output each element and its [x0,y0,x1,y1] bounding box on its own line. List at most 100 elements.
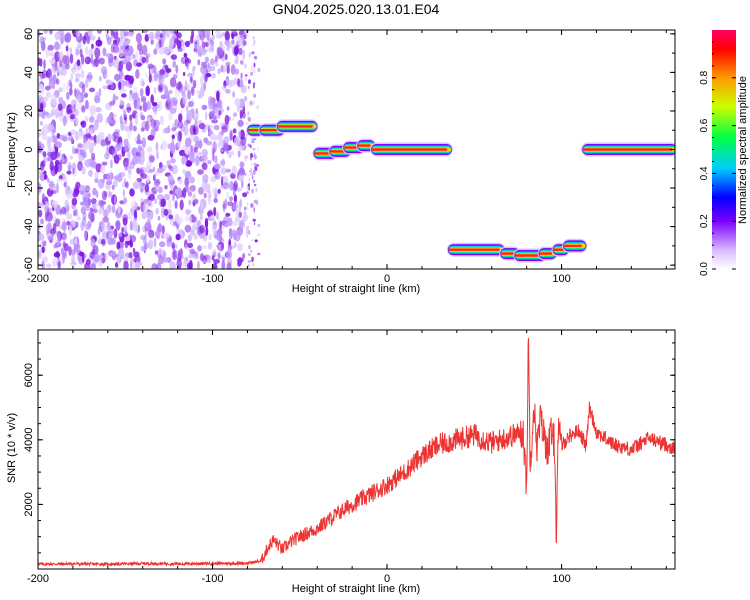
noise-blob [62,175,66,182]
noise-blob [152,174,156,182]
noise-blob [107,133,112,142]
noise-blob [92,187,97,196]
noise-blob [120,45,126,51]
noise-blob [231,165,237,175]
noise-blob [184,40,190,48]
noise-blob [93,253,100,263]
signal-segment-6 [356,138,377,153]
noise-blob [100,139,107,147]
noise-blob [248,117,251,122]
noise-blob [162,164,167,172]
noise-blob [44,205,51,214]
noise-blob [197,260,200,269]
noise-blob [158,45,165,56]
noise-blob [226,262,232,269]
noise-blob [221,56,226,62]
noise-blob [135,32,142,44]
noise-blob [142,101,148,113]
noise-blob [43,59,46,70]
noise-blob [257,252,261,256]
noise-blob [89,34,96,41]
noise-blob [229,196,234,202]
noise-blob [168,214,174,220]
noise-blob [213,258,221,264]
noise-blob [118,48,124,58]
noise-blob [188,253,195,259]
noise-blob [186,159,190,166]
noise-blob [106,172,113,182]
y-tick-label: -40 [23,219,35,235]
noise-blob [73,209,77,217]
noise-blob [122,40,129,47]
noise-blob [107,237,114,246]
noise-blob [113,175,119,181]
noise-blob [141,149,145,159]
noise-blob [167,197,173,209]
noise-blob [94,47,101,59]
noise-blob [186,262,193,269]
snr-y-label: SNR (10 * v/v) [6,413,18,483]
noise-blob [235,216,240,221]
noise-blob [101,178,105,184]
noise-blob [69,87,73,96]
noise-blob [110,159,113,169]
noise-blob [102,47,107,57]
noise-blob [226,64,230,74]
noise-blob [94,171,99,179]
noise-blob [148,31,155,40]
noise-blob [51,199,58,209]
noise-blob [118,232,123,238]
noise-blob [198,45,203,54]
noise-blob [74,73,81,78]
noise-blob [106,80,114,86]
noise-blob [38,57,41,67]
noise-blob [93,57,99,68]
noise-blob [129,241,134,248]
noise-blob [44,216,51,222]
noise-blob [189,76,193,83]
noise-blob [132,248,136,253]
noise-blob [217,141,221,149]
noise-blob [152,127,155,136]
noise-blob [106,180,113,186]
noise-blob [175,82,182,91]
noise-blob [247,264,250,268]
noise-blob [140,115,146,121]
noise-blob [177,250,182,261]
noise-blob [131,259,135,269]
noise-blob [78,164,82,170]
signal-segment-14 [581,142,675,157]
signal-segment-10 [513,248,548,263]
noise-blob [69,47,73,54]
noise-blob [63,181,67,188]
noise-blob [61,233,67,241]
noise-blob [90,238,96,248]
noise-blob [104,252,108,261]
noise-blob [161,140,168,151]
noise-blob [80,144,85,149]
noise-blob [133,98,137,109]
noise-blob [151,263,158,269]
noise-blob [74,235,78,246]
noise-blob [118,81,122,91]
noise-blob [232,112,238,117]
noise-blob [172,123,175,128]
noise-blob [38,132,42,137]
noise-blob [143,198,149,205]
noise-blob [159,69,165,76]
noise-blob [155,208,159,215]
noise-blob [80,69,85,79]
noise-blob [88,87,96,93]
noise-blob [94,91,100,102]
noise-blob [148,199,152,205]
noise-blob [82,211,87,221]
noise-blob [234,58,239,65]
noise-blob [54,164,58,175]
noise-blob [61,253,65,264]
noise-blob [242,192,248,198]
noise-blob [83,159,90,166]
noise-blob [52,66,60,72]
noise-blob [68,225,72,236]
noise-blob [228,151,232,159]
noise-blob [150,119,157,128]
